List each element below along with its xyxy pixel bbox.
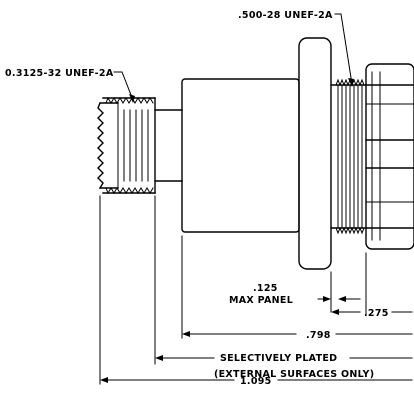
body-length-dimension: .798	[182, 330, 413, 341]
nut-width-value: .275	[364, 308, 389, 319]
small-thread-label: 0.3125-32 UNEF-2A	[5, 68, 114, 79]
large-thread-label: .500-28 UNEF-2A	[238, 10, 333, 21]
large-thread-callout: .500-28 UNEF-2A	[238, 10, 354, 87]
small-thread-section	[97, 96, 183, 195]
plated-line1: SELECTIVELY PLATED	[220, 353, 337, 364]
connector-body	[181, 78, 300, 233]
panel-dimension: .125 MAX PANEL	[229, 283, 361, 306]
extension-lines	[99, 195, 367, 385]
connector-flange	[298, 37, 332, 270]
panel-label: MAX PANEL	[229, 295, 293, 306]
panel-value: .125	[253, 283, 278, 294]
plated-dimension: SELECTIVELY PLATED (EXTERNAL SURFACES ON…	[155, 353, 413, 380]
overall-length-dimension: 1.095	[100, 376, 413, 387]
body-length-value: .798	[306, 330, 331, 341]
nut-width-dimension: .275	[331, 308, 413, 319]
small-thread-callout: 0.3125-32 UNEF-2A	[5, 68, 135, 103]
hex-nut	[365, 63, 414, 250]
overall-length-value: 1.095	[240, 376, 272, 387]
plated-line2: (EXTERNAL SURFACES ONLY)	[214, 369, 374, 380]
